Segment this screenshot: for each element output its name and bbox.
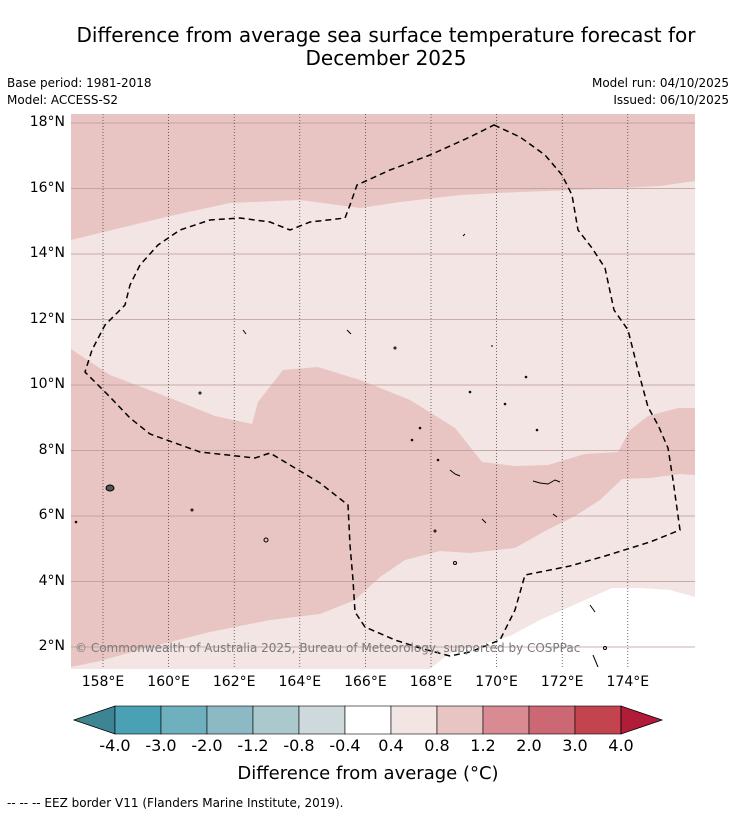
colorbar-segment [390, 705, 438, 735]
colorbar-tick-label: -3.0 [145, 736, 177, 755]
y-tick-label: 18°N [29, 114, 65, 130]
colorbar-segment [252, 705, 300, 735]
copyright-notice: © Commonwealth of Australia 2025, Bureau… [75, 641, 581, 655]
colorbar-tick-label: -4.0 [99, 736, 131, 755]
base-period: Base period: 1981-2018 [7, 76, 152, 90]
colorbar-segment [206, 705, 254, 735]
model-run: Model run: 04/10/2025 [591, 76, 729, 90]
colorbar-tick-label: 0.4 [378, 736, 404, 755]
colorbar-tick-label: 1.2 [470, 736, 496, 755]
colorbar-tick-label: -0.8 [283, 736, 315, 755]
x-tick-label: 164°E [278, 674, 322, 690]
issued-date: Issued: 06/10/2025 [613, 93, 729, 107]
colorbar-tick-label: -1.2 [237, 736, 269, 755]
eez-footer-note: -- -- -- EEZ border V11 (Flanders Marine… [7, 796, 344, 810]
y-tick-label: 4°N [38, 572, 65, 589]
y-tick-label: 6°N [38, 507, 65, 523]
anomaly-region-north-0.8-1.2 [71, 114, 695, 240]
chart-title-line2: December 2025 [305, 46, 467, 70]
y-tick-label: 2°N [38, 638, 65, 654]
y-tick-label: 10°N [29, 376, 65, 392]
colorbar [72, 705, 664, 735]
colorbar-segment [528, 705, 576, 735]
x-tick-label: 170°E [475, 674, 518, 690]
x-tick-label: 160°E [147, 674, 190, 690]
x-tick-label: 158°E [81, 674, 125, 690]
x-tick-label: 174°E [606, 674, 650, 690]
colorbar-tick-label: 4.0 [608, 736, 634, 755]
eez-border [84, 124, 681, 657]
colorbar-tick-label: 2.0 [516, 736, 542, 755]
anomaly-region-south-0.8-1.2 [71, 349, 695, 667]
y-tick-label: 14°N [29, 245, 65, 261]
colorbar-segment [436, 705, 484, 735]
colorbar-tick-label: -0.4 [329, 736, 361, 755]
y-tick-label: 12°N [29, 310, 65, 327]
colorbar-segment [114, 705, 162, 735]
model-name: Model: ACCESS-S2 [7, 93, 119, 107]
y-tick-label: 8°N [38, 441, 65, 458]
colorbar-over-arrow [620, 705, 664, 735]
colorbar-tick-label: -2.0 [191, 736, 223, 755]
colorbar-segment [160, 705, 208, 735]
island-outlines [74, 233, 607, 668]
colorbar-segment [482, 705, 530, 735]
x-tick-label: 168°E [409, 674, 453, 690]
colorbar-tick-label: 3.0 [562, 736, 588, 755]
y-tick-label: 16°N [29, 179, 65, 196]
colorbar-tick-label: 0.8 [424, 736, 450, 755]
x-tick-label: 162°E [212, 674, 256, 690]
colorbar-title: Difference from average (°C) [237, 763, 499, 784]
colorbar-segment [574, 705, 622, 735]
colorbar-under-arrow [72, 705, 116, 735]
colorbar-segment [344, 705, 392, 735]
colorbar-segment [298, 705, 346, 735]
chart-title-line1: Difference from average sea surface temp… [76, 23, 696, 47]
x-tick-label: 172°E [540, 674, 584, 690]
x-tick-label: 166°E [344, 674, 387, 690]
